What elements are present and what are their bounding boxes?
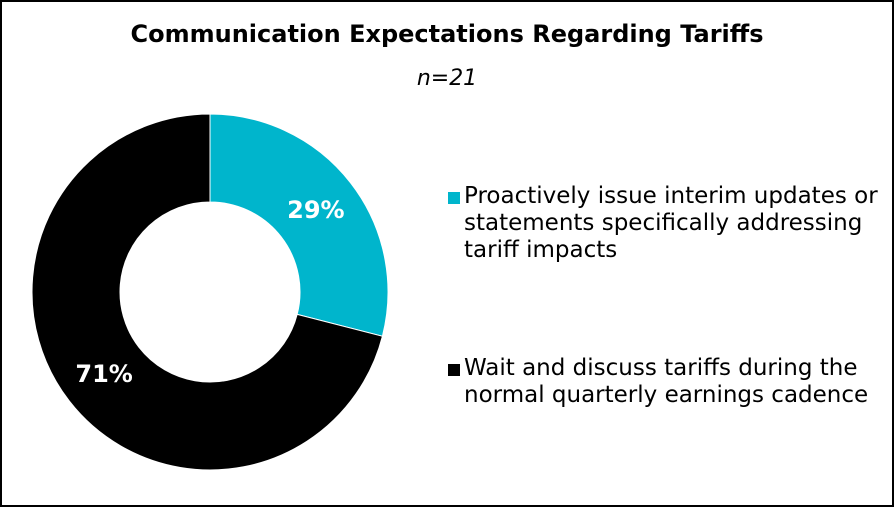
data-label-1: 71% [75, 360, 132, 388]
donut-slice-1 [31, 113, 384, 471]
legend-label: Proactively issue interim updates or sta… [464, 183, 878, 263]
donut-slice-0 [209, 113, 389, 337]
legend-swatch [448, 192, 460, 204]
data-label-0: 29% [287, 196, 344, 224]
chart-title: Communication Expectations Regarding Tar… [130, 20, 764, 48]
legend-swatch [448, 364, 460, 376]
chart-subtitle: n=21 [416, 66, 478, 91]
legend-item-wait: Wait and discuss tariffs during the norm… [448, 355, 888, 409]
legend-item-proactive: Proactively issue interim updates or sta… [448, 183, 888, 264]
legend-label: Wait and discuss tariffs during the norm… [464, 355, 869, 408]
